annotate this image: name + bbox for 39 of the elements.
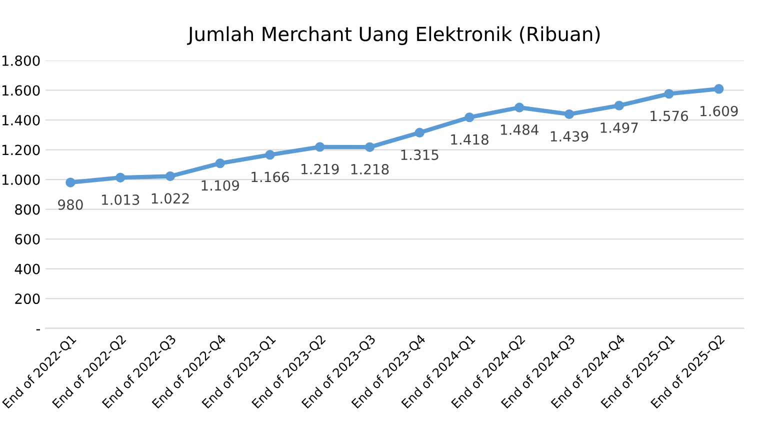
y-tick-label: 1.200 (2, 144, 40, 156)
y-tick-label: 400 (14, 264, 40, 274)
data-label: 1.022 (152, 193, 189, 204)
point (315, 142, 325, 152)
y-tick-label: 600 (15, 234, 40, 245)
data-label: 1.166 (252, 172, 289, 182)
data-label: 1.418 (451, 134, 488, 145)
data-label: 1.218 (351, 164, 389, 174)
y-tick-label: 1.600 (2, 85, 40, 96)
data-label: 1.109 (202, 180, 240, 191)
y-tick-label: 1.400 (2, 114, 40, 126)
point (115, 172, 126, 182)
data-label: 1.315 (401, 150, 438, 160)
point (66, 178, 76, 188)
chart-title: Jumlah Merchant Uang Elektronik (Ribuan) (187, 26, 600, 46)
data-label: 1.439 (550, 131, 588, 142)
point (614, 100, 624, 110)
data-label: 1.484 (501, 124, 538, 135)
data-label: 1.609 (700, 106, 738, 116)
y-tick-label: - (36, 329, 40, 330)
point (464, 112, 474, 122)
data-label: 1.497 (600, 122, 638, 133)
y-tick-label: 800 (15, 204, 40, 215)
point (364, 142, 375, 152)
point (165, 171, 176, 182)
data-label: 1.013 (102, 194, 140, 206)
point (664, 88, 674, 99)
point (714, 84, 724, 94)
data-label: 1.219 (302, 164, 339, 174)
y-tick-label: 1.800 (2, 55, 40, 66)
y-tick-label: 1.000 (2, 174, 40, 185)
point (414, 128, 424, 138)
y-tick-label: 200 (15, 294, 40, 304)
point (564, 109, 574, 120)
point (215, 158, 225, 168)
data-label: 980 (58, 199, 83, 210)
data-label: 1.576 (650, 110, 688, 122)
point (514, 102, 524, 112)
point (265, 150, 275, 160)
